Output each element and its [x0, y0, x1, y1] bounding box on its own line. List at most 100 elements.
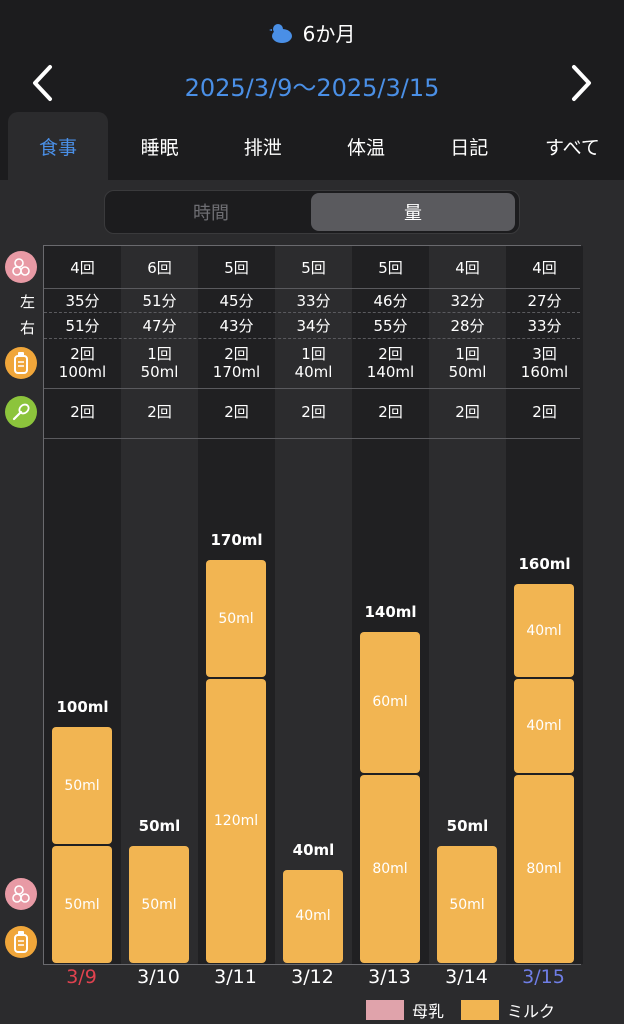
right-duration-cell: 55分 [373, 317, 408, 335]
milk-bar-segment[interactable]: 50ml [129, 846, 189, 963]
bottle-volume-cell: 170ml [212, 363, 261, 381]
chevron-right-icon [572, 65, 591, 101]
day-column [429, 246, 506, 964]
date-range: 2025/3/9〜2025/3/15 [184, 74, 440, 102]
milk-bar-segment[interactable]: 40ml [283, 869, 343, 963]
breastfeed-count-cell: 4回 [532, 259, 557, 277]
breastfeed-count-cell: 5回 [378, 259, 403, 277]
legend-label-breastmilk: 母乳 [412, 1002, 445, 1021]
chevron-left-icon [33, 65, 52, 101]
date-tick-label: 3/9 [66, 966, 97, 988]
row-divider [44, 288, 580, 289]
milk-bar-segment[interactable]: 60ml [360, 631, 420, 773]
weekly-chart: 4回 35分 51分 2回 100ml 2回 6回 51分 47分 1回 50ml 2回 5回 45分 43… [43, 245, 583, 965]
left-duration-cell: 51分 [142, 292, 177, 310]
breastmilk-axis-icon [5, 878, 37, 910]
milk-bar-segment[interactable]: 80ml [360, 774, 420, 963]
milk-bar-segment[interactable]: 50ml [437, 846, 497, 963]
bottle-volume-cell: 50ml [448, 363, 487, 381]
legend-breastmilk: 母乳 [366, 998, 444, 1022]
spoon-icon [5, 396, 37, 428]
left-duration-cell: 35分 [65, 292, 100, 310]
bar-total-label: 140ml [364, 602, 417, 621]
legend-label-formula: ミルク [507, 1002, 556, 1021]
date-tick-label: 3/14 [445, 966, 488, 988]
bottle-count-cell: 3回 [532, 345, 557, 363]
bottle-count-cell: 2回 [378, 345, 403, 363]
bar-total-label: 50ml [446, 817, 489, 835]
bottle-volume-cell: 140ml [366, 363, 415, 381]
time-option[interactable]: 時間 [193, 203, 229, 224]
breastfeed-count-cell: 4回 [455, 259, 480, 277]
day-column [121, 246, 198, 964]
right-duration-cell: 33分 [527, 317, 562, 335]
date-tick-label: 3/15 [522, 966, 565, 988]
breastfeed-count-cell: 6回 [147, 259, 172, 277]
milk-bar-segment[interactable]: 80ml [514, 774, 574, 963]
day-column [275, 246, 352, 964]
tab-all[interactable]: すべて [544, 136, 600, 159]
milk-bar-segment[interactable]: 50ml [206, 560, 266, 678]
bottle-count-cell: 1回 [301, 345, 326, 363]
day-column [44, 246, 121, 964]
bar-total-label: 50ml [138, 817, 181, 835]
breastfeed-count-cell: 5回 [224, 259, 249, 277]
amount-option[interactable]: 量 [311, 193, 515, 231]
milk-bar-segment[interactable]: 40ml [514, 584, 574, 678]
bar-total-label: 160ml [518, 555, 571, 574]
bottle-count-cell: 2回 [70, 345, 95, 363]
tab-excretion[interactable]: 排泄 [243, 136, 282, 159]
left-side-label: 左 [20, 293, 36, 311]
row-divider [44, 338, 580, 339]
milk-bar-segment[interactable]: 50ml [52, 727, 112, 844]
right-side-label: 右 [20, 319, 36, 337]
row-divider [44, 438, 580, 439]
left-duration-cell: 46分 [373, 292, 408, 310]
date-tick-label: 3/11 [214, 966, 257, 988]
tab-sleep[interactable]: 睡眠 [140, 136, 179, 159]
milk-bar-segment[interactable]: 120ml [206, 679, 266, 963]
bottle-volume-cell: 160ml [520, 363, 569, 381]
bottle-volume-cell: 40ml [294, 363, 333, 381]
bottle-count-cell: 2回 [224, 345, 249, 363]
right-duration-cell: 51分 [65, 317, 100, 335]
breastfeeding-icon [5, 251, 37, 283]
food-count-cell: 2回 [70, 403, 95, 421]
bottle-count-cell: 1回 [147, 345, 172, 363]
food-count-cell: 2回 [147, 403, 172, 421]
left-duration-cell: 33分 [296, 292, 331, 310]
milk-bar-segment[interactable]: 40ml [514, 679, 574, 773]
age-label: 6か月 [302, 22, 356, 46]
tab-diary[interactable]: 日記 [450, 136, 489, 159]
age-indicator: 6か月 [0, 18, 624, 47]
food-count-cell: 2回 [224, 403, 249, 421]
previous-week-button[interactable] [22, 62, 62, 104]
date-tick-label: 3/10 [137, 966, 180, 988]
legend-formula: ミルク [461, 998, 555, 1022]
food-count-cell: 2回 [301, 403, 326, 421]
row-divider [44, 388, 580, 389]
duck-icon [268, 23, 292, 43]
tab-meal[interactable]: 食事 [8, 112, 108, 180]
date-tick-label: 3/12 [291, 966, 334, 988]
right-duration-cell: 47分 [142, 317, 177, 335]
right-duration-cell: 28分 [450, 317, 485, 335]
legend-swatch-breastmilk [366, 1000, 404, 1020]
bar-total-label: 40ml [292, 840, 335, 859]
legend-swatch-formula [461, 1000, 499, 1020]
left-duration-cell: 32分 [450, 292, 485, 310]
date-tick-label: 3/13 [368, 966, 411, 988]
left-duration-cell: 27分 [527, 292, 562, 310]
next-week-button[interactable] [562, 62, 602, 104]
bottle-count-cell: 1回 [455, 345, 480, 363]
bottle-volume-cell: 100ml [58, 363, 107, 381]
milk-bar-segment[interactable]: 50ml [52, 846, 112, 963]
breastfeed-count-cell: 5回 [301, 259, 326, 277]
tab-temperature[interactable]: 体温 [347, 136, 386, 159]
category-tabs: 食事 睡眠 排泄 体温 日記 すべて [0, 112, 624, 180]
bottle-volume-cell: 50ml [140, 363, 179, 381]
view-mode-toggle: 時間 量 [104, 190, 520, 234]
date-navigation: 2025/3/9〜2025/3/15 [0, 60, 624, 106]
food-count-cell: 2回 [378, 403, 403, 421]
right-duration-cell: 43分 [219, 317, 254, 335]
